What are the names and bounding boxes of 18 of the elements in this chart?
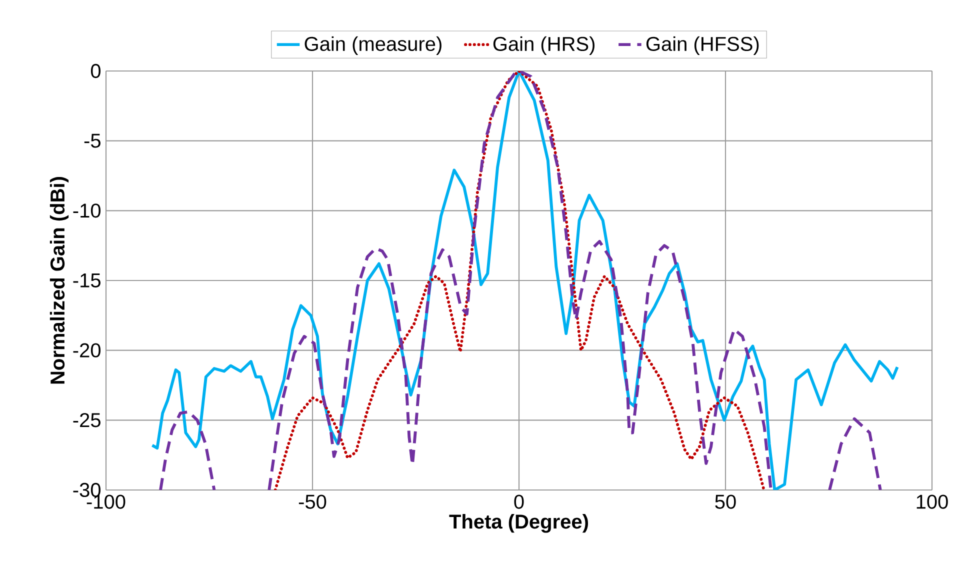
legend-label: Gain (HFSS): [646, 36, 759, 55]
x-tick-label: 100: [916, 494, 948, 509]
x-axis-title: Theta (Degree): [449, 514, 588, 533]
x-tick-label: 0: [514, 494, 524, 509]
y-tick-label: -30: [73, 482, 100, 498]
y-tick-label: -25: [73, 413, 100, 428]
y-tick-label: 0: [90, 64, 101, 78]
x-tick-label: -100: [86, 494, 126, 509]
y-tick-label: -20: [73, 343, 100, 358]
x-tick-label: 50: [715, 494, 736, 509]
y-axis-title: Normalized Gain (dBi): [50, 177, 69, 384]
y-tick-label: -10: [73, 204, 100, 218]
x-tick-label: -50: [298, 494, 326, 509]
legend-label: Gain (measure): [304, 36, 442, 55]
legend-label: Gain (HRS): [493, 36, 594, 55]
y-tick-label: -5: [84, 134, 100, 148]
line-series: [274, 70, 766, 490]
y-tick-label: -15: [73, 274, 100, 288]
